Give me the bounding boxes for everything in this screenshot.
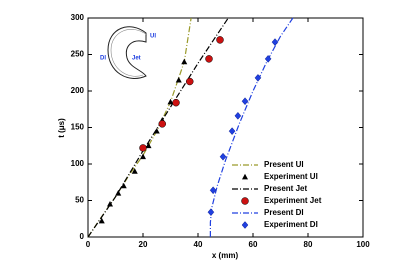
data-point: [205, 55, 213, 63]
y-tick-label: 300: [71, 13, 85, 22]
y-axis-label: t (μs): [57, 118, 66, 138]
y-tick-label: 100: [71, 159, 85, 168]
legend-label: Experiment UI: [264, 172, 318, 181]
data-point: [158, 120, 166, 128]
data-point: [228, 127, 236, 136]
inset-label: Jet: [132, 56, 141, 62]
data-point: [181, 58, 188, 65]
inset-shape: [107, 26, 147, 79]
legend-label: Experiment Jet: [264, 196, 322, 205]
data-point: [167, 98, 174, 105]
inset-shape-outline: [110, 29, 148, 77]
y-tick-label: 0: [80, 232, 85, 241]
x-tick-label: 0: [86, 240, 91, 249]
data-point: [207, 208, 215, 217]
data-point: [186, 77, 194, 86]
y-tick-label: 250: [71, 50, 85, 59]
legend-marker: [241, 197, 249, 205]
y-tick-label: 200: [71, 86, 85, 95]
legend-label: Present Jet: [264, 184, 307, 193]
series-line: [87, 17, 229, 238]
y-tick-label: 150: [71, 123, 85, 132]
data-point: [241, 97, 249, 106]
legend-marker: [242, 173, 248, 180]
data-point: [140, 153, 146, 160]
legend-label: Present UI: [264, 160, 304, 169]
x-tick-label: 20: [139, 240, 148, 249]
y-tick-label: 50: [75, 196, 84, 205]
data-point: [219, 152, 227, 161]
data-point: [120, 182, 127, 189]
data-point: [209, 186, 217, 195]
data-point: [115, 190, 122, 196]
x-tick-label: 100: [356, 240, 370, 249]
data-point: [131, 168, 138, 174]
inset-label: UI: [150, 34, 156, 40]
x-axis-label: x (mm): [212, 251, 239, 260]
plot-frame: [87, 17, 364, 238]
data-point: [145, 142, 152, 149]
data-point: [264, 54, 272, 63]
data-point: [139, 144, 147, 152]
legend-label: Experiment DI: [264, 220, 318, 229]
x-tick-label: 60: [249, 240, 258, 249]
inset-label: DI: [100, 56, 106, 62]
x-tick-label: 40: [194, 240, 203, 249]
data-point: [216, 36, 224, 44]
data-point: [271, 38, 279, 46]
data-point: [234, 111, 242, 120]
data-point: [107, 200, 113, 207]
legend-label: Present DI: [264, 208, 304, 217]
series-line: [209, 17, 294, 237]
series-line: [87, 17, 192, 238]
legend-marker: [241, 221, 249, 229]
data-point: [175, 76, 182, 83]
x-tick-label: 80: [304, 240, 313, 249]
data-point: [98, 217, 105, 224]
data-point: [254, 73, 262, 82]
data-point: [172, 98, 180, 107]
